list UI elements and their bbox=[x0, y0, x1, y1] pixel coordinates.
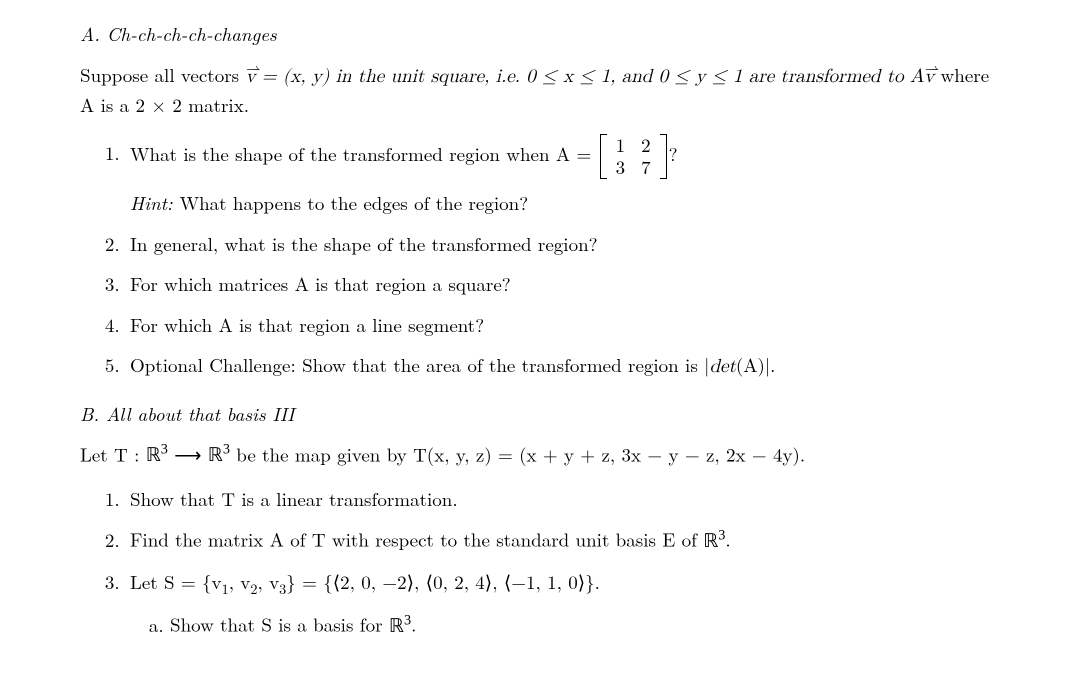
intro-text-2: = (x, y) in the unit square, i.e. 0 ≤ x … bbox=[256, 67, 925, 86]
a-q5-det: det bbox=[709, 357, 735, 376]
a-q5-pre: Optional Challenge: Show that the area o… bbox=[130, 351, 709, 378]
intro-text-1: Suppose all vectors bbox=[80, 61, 245, 88]
sub1: 1 bbox=[222, 579, 229, 599]
a-q4: For which A is that region a line segmen… bbox=[126, 311, 1000, 340]
b-q3-sublist: Show that S is a basis for ℝ3. bbox=[130, 610, 1000, 641]
a-q1: What is the shape of the transformed reg… bbox=[126, 134, 1000, 218]
b-intro-post: be the map given by T(x, y, z) = (x + y … bbox=[230, 440, 805, 467]
m-21: 3 bbox=[608, 156, 634, 179]
R3-4: ℝ3 bbox=[389, 616, 411, 637]
section-a-title: A. Ch-ch-ch-ch-changes bbox=[80, 20, 1000, 49]
b-q3: Let S = {v1, v2, v3} = {⟨2, 0, −2⟩, ⟨0, … bbox=[126, 568, 1000, 641]
b-q3a-pre: Show that S is a basis for bbox=[170, 611, 389, 638]
b-q3a: Show that S is a basis for ℝ3. bbox=[170, 610, 1000, 641]
a-q1-qmark: ? bbox=[669, 139, 678, 166]
b-q3-pre: Let S = {v bbox=[130, 568, 222, 595]
a-q1-text: What is the shape of the transformed reg… bbox=[130, 139, 598, 166]
section-b-title: B. All about that basis III bbox=[80, 400, 1000, 429]
section-a-list: What is the shape of the transformed reg… bbox=[80, 134, 1000, 382]
b-q3-c1: , v bbox=[229, 568, 251, 595]
b-q2-post: . bbox=[725, 526, 730, 553]
b-intro-pre: Let T : bbox=[80, 440, 146, 467]
section-a-intro: Suppose all vectors v⇀ = (x, y) in the u… bbox=[80, 61, 1000, 120]
R3-1: ℝ3 bbox=[146, 445, 168, 466]
hint-label: Hint: bbox=[130, 189, 180, 216]
vector-v2: v⇀ bbox=[924, 67, 934, 86]
b-q3-set: } = {⟨2, 0, −2⟩, ⟨0, 2, 4⟩, ⟨−1, 1, 0⟩}. bbox=[286, 568, 600, 595]
sub2: 2 bbox=[250, 579, 257, 599]
b-q1: Show that T is a linear transformation. bbox=[126, 485, 1000, 514]
b-q2: Find the matrix A of T with respect to t… bbox=[126, 525, 1000, 556]
b-intro-arrow: ⟶ bbox=[168, 440, 208, 467]
a-q5-post: (A)|. bbox=[736, 351, 776, 378]
vector-v: v⇀ bbox=[245, 67, 255, 86]
R3-2: ℝ3 bbox=[208, 445, 230, 466]
a-q3: For which matrices A is that region a sq… bbox=[126, 270, 1000, 299]
b-q2-pre: Find the matrix A of T with respect to t… bbox=[130, 526, 703, 553]
page: A. Ch-ch-ch-ch-changes Suppose all vecto… bbox=[0, 0, 1080, 689]
m-22: 7 bbox=[633, 156, 659, 179]
b-q3a-post: . bbox=[411, 611, 416, 638]
section-b-list: Show that T is a linear transformation. … bbox=[80, 485, 1000, 641]
matrix-A: 12 37 bbox=[600, 134, 667, 180]
b-q3-c2: , v bbox=[258, 568, 280, 595]
R3-3: ℝ3 bbox=[703, 531, 725, 552]
a-q1-hint: Hint: What happens to the edges of the r… bbox=[130, 189, 1000, 218]
a-q5: Optional Challenge: Show that the area o… bbox=[126, 351, 1000, 382]
section-b-intro: Let T : ℝ3 ⟶ ℝ3 be the map given by T(x,… bbox=[80, 440, 1000, 471]
hint-body: What happens to the edges of the region? bbox=[180, 189, 529, 216]
a-q2: In general, what is the shape of the tra… bbox=[126, 230, 1000, 259]
